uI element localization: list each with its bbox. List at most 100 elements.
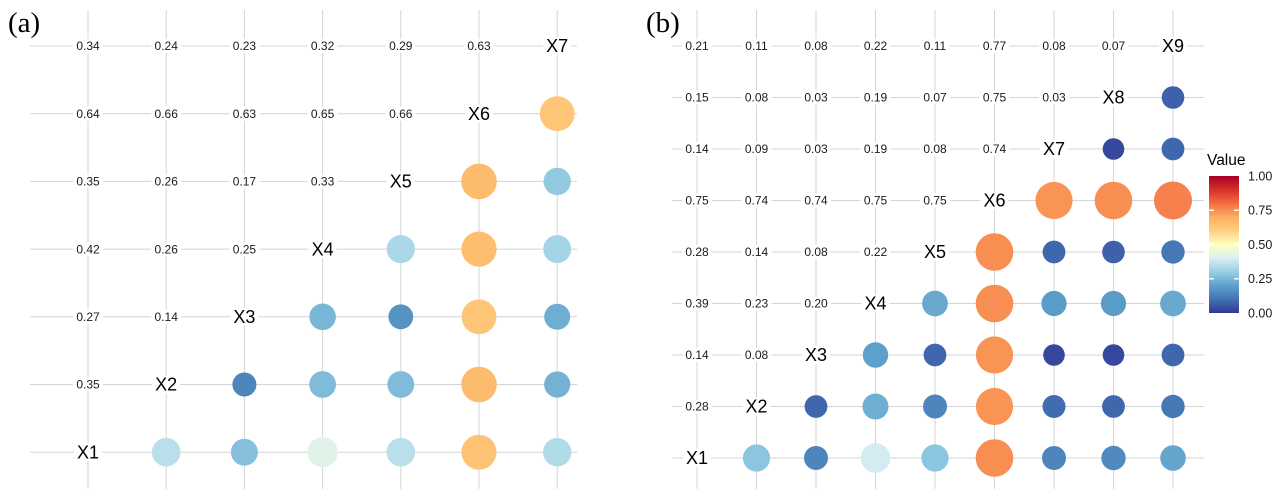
label-backplate (860, 193, 891, 208)
label-backplate (682, 348, 712, 362)
label-backplate (741, 296, 772, 311)
corr-bubble-X3-X7 (1043, 344, 1065, 366)
label-backplate (73, 377, 103, 392)
corr-value-X9-X1: 0.21 (685, 39, 709, 53)
label-backplate (151, 242, 182, 257)
label-backplate (979, 90, 1010, 105)
corr-value-X7-X6: 0.74 (983, 142, 1007, 156)
label-backplate (802, 346, 830, 364)
diagonal-label-X1: X1 (686, 448, 708, 468)
corr-bubble-X1-X7 (1042, 446, 1066, 470)
corr-bubble-X2-X7 (1042, 395, 1066, 418)
corr-bubble-X2-X6 (461, 366, 497, 403)
corr-bubble-X4-X9 (1160, 290, 1186, 317)
corr-value-X8-X7: 0.03 (1042, 91, 1066, 105)
corr-value-X8-X3: 0.03 (804, 91, 828, 105)
legend-tick-label: 1.00 (1248, 169, 1272, 183)
label-backplate (682, 245, 712, 259)
legend-tick-label: 0.25 (1248, 272, 1272, 286)
corr-value-X7-X2: 0.09 (745, 142, 769, 156)
label-backplate (801, 90, 831, 105)
label-backplate (682, 39, 712, 53)
corr-value-X6-X1: 0.64 (76, 107, 100, 121)
label-backplate (682, 142, 712, 156)
label-backplate (1040, 140, 1068, 158)
corr-value-X6-X1: 0.75 (685, 194, 709, 208)
diagonal-label-X6: X6 (468, 104, 490, 124)
corr-value-X5-X2: 0.14 (745, 245, 769, 259)
label-backplate (741, 348, 772, 362)
diagonal-label-X3: X3 (805, 345, 827, 365)
corr-bubble-X3-X4 (309, 303, 336, 331)
diagonal-label-X8: X8 (1102, 88, 1124, 108)
corr-value-X8-X1: 0.15 (685, 91, 709, 105)
label-backplate (385, 106, 416, 121)
corr-value-X7-X4: 0.19 (864, 142, 888, 156)
diagonal-label-X4: X4 (864, 294, 886, 314)
label-backplate (980, 191, 1009, 210)
label-backplate (73, 242, 103, 257)
label-backplate (741, 245, 772, 259)
label-backplate (543, 37, 572, 55)
label-backplate (1039, 39, 1069, 53)
corr-bubble-X1-X4 (860, 443, 891, 473)
corr-bubble-X4-X5 (386, 235, 415, 264)
diagonal-label-X2: X2 (745, 397, 767, 417)
corr-bubble-X6-X8 (1094, 181, 1133, 220)
corr-value-X9-X4: 0.22 (864, 39, 888, 53)
label-backplate (229, 39, 260, 53)
label-backplate (741, 142, 772, 156)
label-backplate (682, 193, 712, 208)
corr-value-X4-X1: 0.39 (685, 297, 709, 311)
corr-bubble-X5-X8 (1102, 240, 1125, 264)
corr-value-X5-X4: 0.33 (311, 175, 335, 189)
corr-bubble-X2-X5 (387, 371, 415, 398)
corr-value-X9-X5: 0.11 (924, 39, 947, 53)
corr-bubble-X7-X9 (1161, 137, 1185, 161)
label-backplate (386, 172, 415, 191)
corr-value-X5-X4: 0.22 (864, 245, 888, 259)
corr-bubble-X2-X5 (923, 394, 947, 419)
label-backplate (151, 39, 182, 53)
corr-value-X7-X4: 0.32 (311, 39, 335, 53)
label-backplate (1099, 88, 1128, 107)
label-backplate (682, 296, 712, 311)
label-backplate (920, 90, 950, 105)
corr-bubble-X3-X6 (461, 299, 497, 335)
corr-value-X8-X2: 0.08 (745, 91, 769, 105)
corr-value-X6-X5: 0.75 (923, 194, 947, 208)
corr-bubble-X6-X7 (539, 96, 575, 132)
label-backplate (73, 309, 103, 324)
diagonal-label-X5: X5 (924, 242, 946, 262)
corr-value-X8-X4: 0.19 (864, 91, 888, 105)
label-backplate (920, 142, 950, 156)
corr-bubble-X3-X5 (923, 343, 947, 367)
corr-value-X5-X1: 0.35 (76, 175, 100, 189)
diagonal-label-X3: X3 (233, 307, 255, 327)
corr-bubble-X4-X6 (975, 284, 1014, 323)
corr-value-X9-X2: 0.11 (745, 39, 768, 53)
corr-bubble-X3-X7 (544, 303, 571, 330)
diagonal-label-X4: X4 (312, 239, 334, 259)
corr-bubble-X1-X5 (386, 437, 416, 467)
corr-value-X8-X6: 0.75 (983, 91, 1007, 105)
label-backplate (385, 39, 416, 53)
diagonal-label-X2: X2 (155, 375, 177, 395)
label-backplate (73, 174, 103, 189)
corr-value-X3-X1: 0.14 (685, 348, 709, 362)
corr-bubble-X2-X4 (309, 371, 336, 398)
corr-value-X2-X1: 0.28 (685, 400, 709, 414)
label-backplate (229, 242, 260, 257)
corr-value-X7-X2: 0.24 (155, 39, 179, 53)
corr-value-X6-X2: 0.74 (745, 194, 769, 208)
label-backplate (920, 193, 950, 208)
corr-bubble-X1-X3 (230, 438, 258, 466)
corr-bubble-X2-X3 (232, 372, 257, 397)
corr-value-X9-X3: 0.08 (804, 39, 828, 53)
corr-value-X7-X5: 0.29 (389, 39, 413, 53)
corr-value-X3-X2: 0.14 (155, 310, 179, 324)
label-backplate (151, 174, 182, 189)
label-backplate (1039, 90, 1069, 105)
